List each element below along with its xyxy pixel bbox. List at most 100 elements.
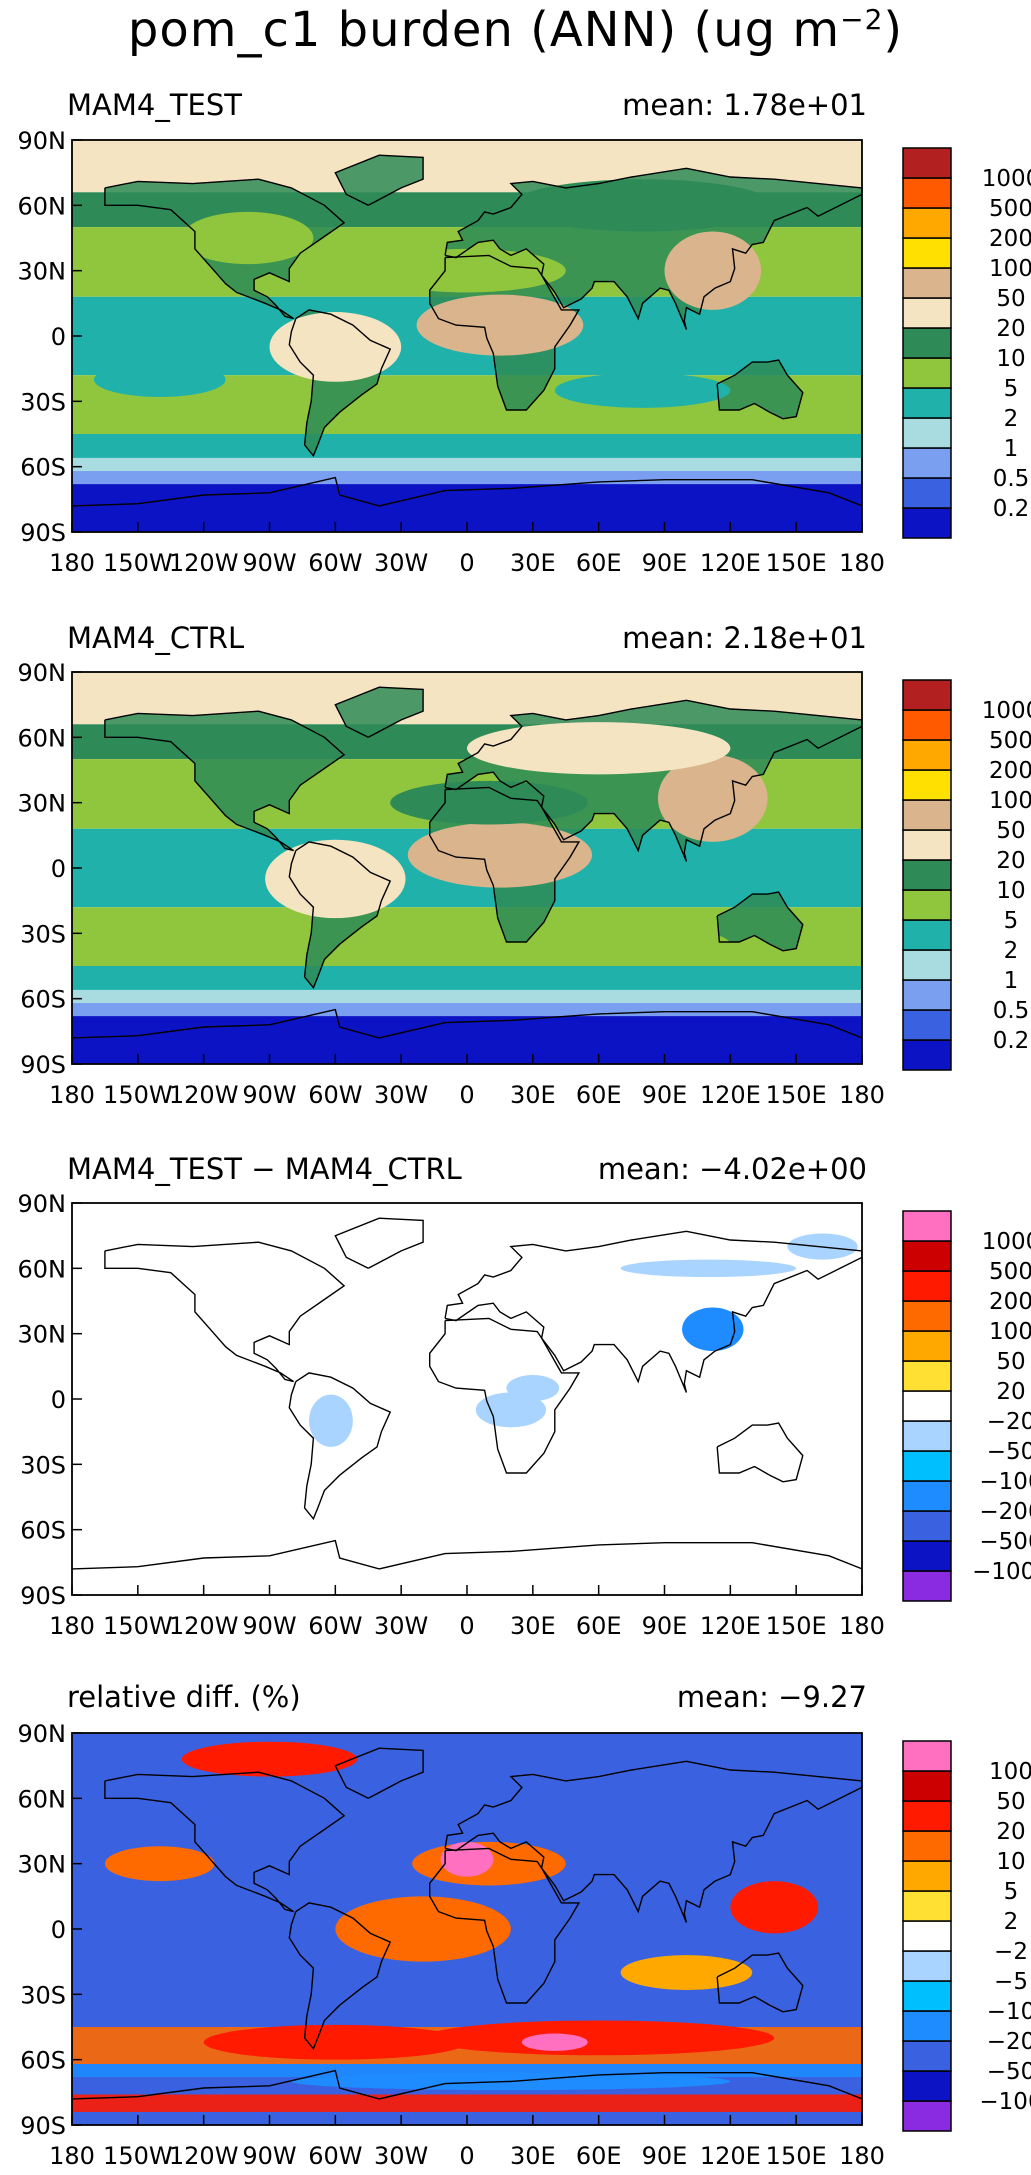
- y-tick-label: 60S: [20, 986, 66, 1014]
- colorbar-swatch: [902, 799, 952, 831]
- heatmap-region: [265, 839, 406, 919]
- heatmap-region: [620, 1955, 753, 1990]
- colorbar-swatch: [902, 1800, 952, 1832]
- x-tick-label: 60W: [308, 2142, 362, 2170]
- land-fill: [717, 360, 803, 419]
- colorbar-3: −1000 −500 −200 −100 −50 −20 20 50 100 200 500 1000: [902, 1210, 1031, 1602]
- colorbar-swatch: [902, 739, 952, 771]
- x-tick-label: 90E: [642, 549, 688, 577]
- colorbar-label: 100: [989, 1759, 1031, 1785]
- coastline: [716, 359, 804, 420]
- heatmap-band: [72, 966, 862, 990]
- coastline: [288, 1372, 392, 1521]
- colorbar-swatch: [902, 949, 952, 981]
- colorbar-label: 200: [989, 1289, 1031, 1315]
- x-tick-label: 90W: [242, 1612, 296, 1640]
- heatmap-region: [368, 248, 566, 293]
- colorbar-label: 10: [996, 1849, 1025, 1875]
- x-tick-label: 180: [839, 1081, 885, 1109]
- colorbar-swatch: [902, 1860, 952, 1892]
- colorbar-swatch: [902, 859, 952, 891]
- heatmap-field-2: [72, 672, 862, 1064]
- colorbar-1: 0.2 0.5 1 2 5 10 20 50 100 200 500 1000: [902, 147, 1031, 539]
- colorbar-label: −200: [979, 1499, 1031, 1525]
- heatmap-field-3: [72, 1203, 862, 1595]
- colorbar-swatch: [902, 889, 952, 921]
- x-tick-label: 30W: [374, 2142, 428, 2170]
- heatmap-region: [657, 754, 768, 842]
- y-tick-label: 60N: [18, 1785, 67, 1813]
- heatmap-region: [467, 722, 731, 775]
- y-tick-label: 60S: [20, 2047, 66, 2075]
- x-tick-label: 180: [839, 1612, 885, 1640]
- heatmap-region: [554, 373, 731, 408]
- colorbar-label: −500: [979, 1529, 1031, 1555]
- heatmap-region: [104, 1846, 215, 1882]
- colorbar-label: 50: [996, 1789, 1025, 1815]
- x-tick-label: 90W: [242, 1081, 296, 1109]
- heatmap-region: [682, 1307, 744, 1352]
- colorbar-label: −50: [987, 1439, 1031, 1465]
- figure-title: pom_c1 burden (ANN) (ug m−2): [0, 2, 1031, 58]
- coastline: [716, 1952, 804, 2013]
- x-tick-label: 90E: [642, 1081, 688, 1109]
- colorbar-swatch: [902, 507, 952, 539]
- x-tick-label: 30W: [374, 1081, 428, 1109]
- x-tick-label: 150W: [103, 1612, 173, 1640]
- heatmap-field-4: [72, 1733, 862, 2125]
- heatmap-band: [72, 471, 862, 485]
- x-tick-label: 180: [49, 1612, 95, 1640]
- land-fill: [104, 711, 345, 851]
- heatmap-region: [510, 179, 775, 232]
- colorbar-swatch: [902, 267, 952, 299]
- coastline: [288, 1902, 392, 2051]
- x-tick-label: 60W: [308, 1081, 362, 1109]
- panel-4-title: relative diff. (%): [67, 1680, 301, 1714]
- heatmap-region: [506, 1375, 560, 1402]
- x-tick-label: 120E: [700, 549, 761, 577]
- x-tick-label: 150W: [103, 2142, 173, 2170]
- colorbar-label: 5: [1004, 908, 1019, 934]
- colorbar-swatch: [902, 147, 952, 179]
- colorbar-label: 2: [1004, 1909, 1019, 1935]
- coastline: [334, 154, 424, 206]
- colorbar-swatch: [902, 447, 952, 479]
- coastline: [716, 891, 804, 952]
- colorbar-label: 20: [996, 1379, 1025, 1405]
- y-tick-label: 90N: [18, 1720, 67, 1748]
- colorbar-swatch: [902, 297, 952, 329]
- y-tick-label: 90S: [20, 1582, 66, 1610]
- colorbar-label: 0.5: [993, 998, 1030, 1024]
- land-fill: [335, 687, 424, 738]
- heatmap-band: [72, 2064, 862, 2078]
- land-fill: [335, 155, 424, 206]
- panel-2-mean: mean: 2.18e+01: [622, 621, 867, 655]
- coastline: [334, 686, 424, 738]
- colorbar-label: 50: [996, 1349, 1025, 1375]
- coastline: [104, 178, 346, 320]
- y-tick-label: 60N: [18, 192, 67, 220]
- colorbar-label: −50: [987, 2059, 1031, 2085]
- coastline: [104, 1241, 346, 1383]
- colorbar-label: 200: [989, 758, 1031, 784]
- colorbar-swatch: [902, 1300, 952, 1332]
- y-tick-label: 0: [51, 1916, 66, 1944]
- colorbar-label: 200: [989, 226, 1031, 252]
- colorbar-label: 0.2: [993, 496, 1030, 522]
- colorbar-label: 500: [989, 196, 1031, 222]
- heatmap-band: [72, 2094, 862, 2112]
- heatmap-band: [72, 1003, 862, 1017]
- colorbar-swatch: [902, 1039, 952, 1071]
- x-tick-label: 150E: [766, 2142, 827, 2170]
- colorbar-label: 100: [989, 256, 1031, 282]
- colorbar-swatch: [902, 1240, 952, 1272]
- coastline: [429, 1847, 581, 2004]
- heatmap-region: [93, 362, 226, 397]
- colorbar-swatch: [902, 709, 952, 741]
- panel-4-mean: mean: −9.27: [676, 1680, 867, 1714]
- colorbar-label: 1: [1004, 968, 1019, 994]
- colorbar-swatch: [902, 1390, 952, 1422]
- coastline: [72, 2069, 862, 2100]
